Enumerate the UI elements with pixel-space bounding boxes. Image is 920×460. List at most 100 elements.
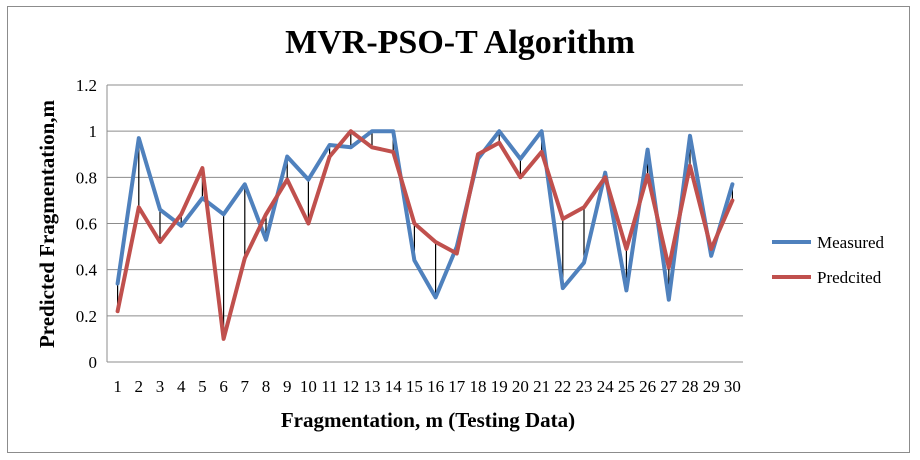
data-point: [116, 309, 120, 313]
data-point: [624, 247, 628, 251]
x-tick-label: 28: [682, 377, 699, 396]
x-tick-label: 1: [113, 377, 122, 396]
x-tick-label: 4: [177, 377, 186, 396]
data-point: [179, 212, 183, 216]
x-tick-label: 7: [241, 377, 250, 396]
x-tick-label: 8: [262, 377, 271, 396]
x-axis-tick-labels: 1 2 3 4 5 6 7 8 9 10 11 12 13 14 15 16 17 18 19 20 21 22 23 24 2…: [113, 377, 741, 396]
x-tick-label: 20: [512, 377, 529, 396]
x-tick-label: 14: [385, 377, 403, 396]
data-point: [688, 134, 692, 138]
data-point: [582, 205, 586, 209]
data-point: [179, 224, 183, 228]
x-tick-label: 19: [491, 377, 508, 396]
data-point: [561, 217, 565, 221]
data-point: [264, 212, 268, 216]
data-point: [540, 129, 544, 133]
x-tick-label: 11: [321, 377, 337, 396]
x-axis-label: Fragmentation, m (Testing Data): [281, 408, 575, 432]
legend: Measured Predcited: [772, 233, 885, 287]
data-point: [497, 141, 501, 145]
data-point: [688, 164, 692, 168]
data-point: [434, 240, 438, 244]
y-tick-label: 0: [89, 353, 98, 372]
data-point: [285, 178, 289, 182]
data-point: [518, 175, 522, 179]
x-tick-label: 6: [219, 377, 228, 396]
data-point: [561, 286, 565, 290]
data-point: [370, 129, 374, 133]
data-point: [434, 295, 438, 299]
x-tick-label: 15: [406, 377, 423, 396]
x-tick-label: 3: [156, 377, 165, 396]
data-point: [412, 222, 416, 226]
x-tick-label: 25: [618, 377, 635, 396]
data-point: [603, 175, 607, 179]
legend-label: Measured: [817, 233, 885, 252]
data-point: [624, 288, 628, 292]
data-point: [582, 261, 586, 265]
series-line-predcited: [115, 129, 735, 341]
data-point: [518, 157, 522, 161]
data-point: [285, 155, 289, 159]
data-point: [391, 129, 395, 133]
x-tick-label: 17: [448, 377, 466, 396]
x-tick-label: 5: [198, 377, 207, 396]
data-point: [306, 178, 310, 182]
data-point: [200, 166, 204, 170]
data-point: [328, 143, 332, 147]
data-point: [391, 150, 395, 154]
x-tick-label: 16: [427, 377, 444, 396]
y-tick-label: 0.2: [76, 307, 97, 326]
data-point: [158, 240, 162, 244]
x-tick-label: 12: [342, 377, 359, 396]
data-point: [349, 129, 353, 133]
x-tick-label: 23: [576, 377, 593, 396]
x-tick-label: 13: [364, 377, 381, 396]
data-point: [328, 155, 332, 159]
data-point: [709, 254, 713, 258]
data-point: [476, 152, 480, 156]
data-point: [646, 148, 650, 152]
data-point: [455, 252, 459, 256]
x-tick-label: 9: [283, 377, 292, 396]
data-point: [667, 265, 671, 269]
data-point: [497, 129, 501, 133]
data-point: [349, 145, 353, 149]
data-point: [243, 256, 247, 260]
y-tick-label: 1.2: [76, 76, 97, 95]
data-point: [137, 205, 141, 209]
data-point: [646, 173, 650, 177]
data-point: [540, 150, 544, 154]
data-point: [137, 136, 141, 140]
chart-frame: [7, 6, 910, 453]
y-tick-label: 0.6: [76, 215, 97, 234]
x-tick-label: 24: [597, 377, 615, 396]
y-axis-tick-labels: 0 0.2 0.4 0.6 0.8 1 1.2: [76, 76, 98, 372]
data-point: [243, 182, 247, 186]
x-tick-label: 21: [533, 377, 550, 396]
x-tick-label: 30: [724, 377, 741, 396]
data-point: [370, 145, 374, 149]
x-tick-label: 10: [300, 377, 317, 396]
x-tick-label: 22: [554, 377, 571, 396]
data-point: [730, 182, 734, 186]
x-tick-label: 29: [703, 377, 720, 396]
y-tick-label: 0.8: [76, 168, 97, 187]
y-tick-label: 1: [89, 122, 98, 141]
y-tick-label: 0.4: [76, 261, 98, 280]
grid-lines: [106, 84, 743, 363]
chart-title: MVR-PSO-T Algorithm: [285, 24, 635, 61]
data-point: [222, 337, 226, 341]
data-point: [667, 298, 671, 302]
data-point: [158, 208, 162, 212]
data-point: [730, 198, 734, 202]
x-tick-label: 27: [660, 377, 678, 396]
data-point: [603, 171, 607, 175]
data-point: [222, 212, 226, 216]
data-point: [200, 196, 204, 200]
data-point: [264, 238, 268, 242]
y-axis-label: Predicted Fragmentation,m: [35, 99, 59, 348]
data-point: [412, 258, 416, 262]
